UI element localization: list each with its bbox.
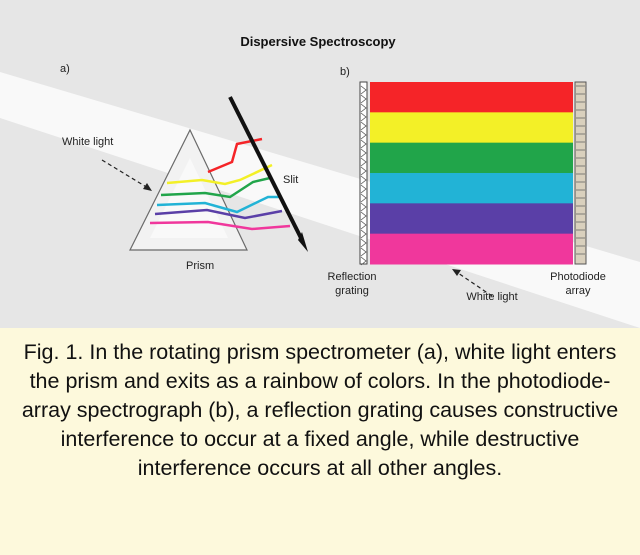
slit bbox=[228, 96, 304, 241]
grating-tooth bbox=[360, 211, 367, 221]
grating-tooth bbox=[360, 247, 367, 257]
panel-b-label: b) bbox=[340, 66, 350, 78]
grating-teeth bbox=[360, 85, 367, 266]
band-violet bbox=[370, 203, 573, 235]
grating-label-line2: grating bbox=[335, 285, 369, 297]
grating-tooth bbox=[360, 193, 367, 203]
grating-tooth bbox=[360, 256, 367, 266]
figure-panel: Dispersive Spectroscopy a) b) White ligh… bbox=[0, 0, 640, 328]
prism-highlight bbox=[150, 158, 228, 238]
ray-violet bbox=[154, 208, 283, 220]
grating-tooth bbox=[360, 202, 367, 212]
white-light-arrowhead-b bbox=[452, 269, 461, 276]
grating-tooth bbox=[360, 184, 367, 194]
white-light-label-a: White light bbox=[62, 136, 113, 148]
band-green bbox=[370, 142, 573, 174]
grating-tooth bbox=[360, 130, 367, 140]
grating-tooth bbox=[360, 139, 367, 149]
band-magenta bbox=[370, 233, 573, 265]
spectrum-bands bbox=[370, 82, 573, 265]
band-cyan bbox=[370, 173, 573, 204]
slit-end bbox=[298, 232, 308, 252]
grating-tooth bbox=[360, 94, 367, 104]
photodiode-label-line1: Photodiode bbox=[550, 271, 606, 283]
figure-caption: Fig. 1. In the rotating prism spectromet… bbox=[0, 328, 640, 555]
ray-cyan bbox=[156, 195, 282, 214]
photodiode-cells bbox=[576, 85, 585, 255]
photodiode-array bbox=[574, 81, 587, 265]
grating-tooth bbox=[360, 85, 367, 95]
photodiode-label-line2: array bbox=[565, 285, 591, 297]
grating-tooth bbox=[360, 238, 367, 248]
grating-tooth bbox=[360, 175, 367, 185]
grating-label-line1: Reflection bbox=[328, 271, 377, 283]
white-light-arrow bbox=[101, 159, 149, 189]
band-yellow bbox=[370, 112, 573, 144]
prism-label: Prism bbox=[186, 260, 214, 272]
white-light-label-b: White light bbox=[466, 291, 517, 303]
panel-a-label: a) bbox=[60, 63, 70, 75]
grating-tooth bbox=[360, 157, 367, 167]
grating-tooth bbox=[360, 220, 367, 230]
ray-red bbox=[207, 137, 263, 174]
grating-tooth bbox=[360, 121, 367, 131]
white-light-arrowhead bbox=[143, 183, 152, 191]
grating-tooth bbox=[360, 166, 367, 176]
grating-tooth bbox=[360, 229, 367, 239]
grating-tooth bbox=[360, 103, 367, 113]
grating-tooth bbox=[360, 148, 367, 158]
slit-label: Slit bbox=[283, 174, 298, 186]
ray-green bbox=[160, 176, 271, 199]
band-red bbox=[370, 82, 573, 113]
ray-yellow bbox=[166, 163, 273, 186]
spectroscopy-diagram: Dispersive Spectroscopy a) b) White ligh… bbox=[0, 34, 640, 328]
figure-title: Dispersive Spectroscopy bbox=[240, 34, 396, 49]
grating-tooth bbox=[360, 112, 367, 122]
ray-magenta bbox=[149, 220, 291, 231]
